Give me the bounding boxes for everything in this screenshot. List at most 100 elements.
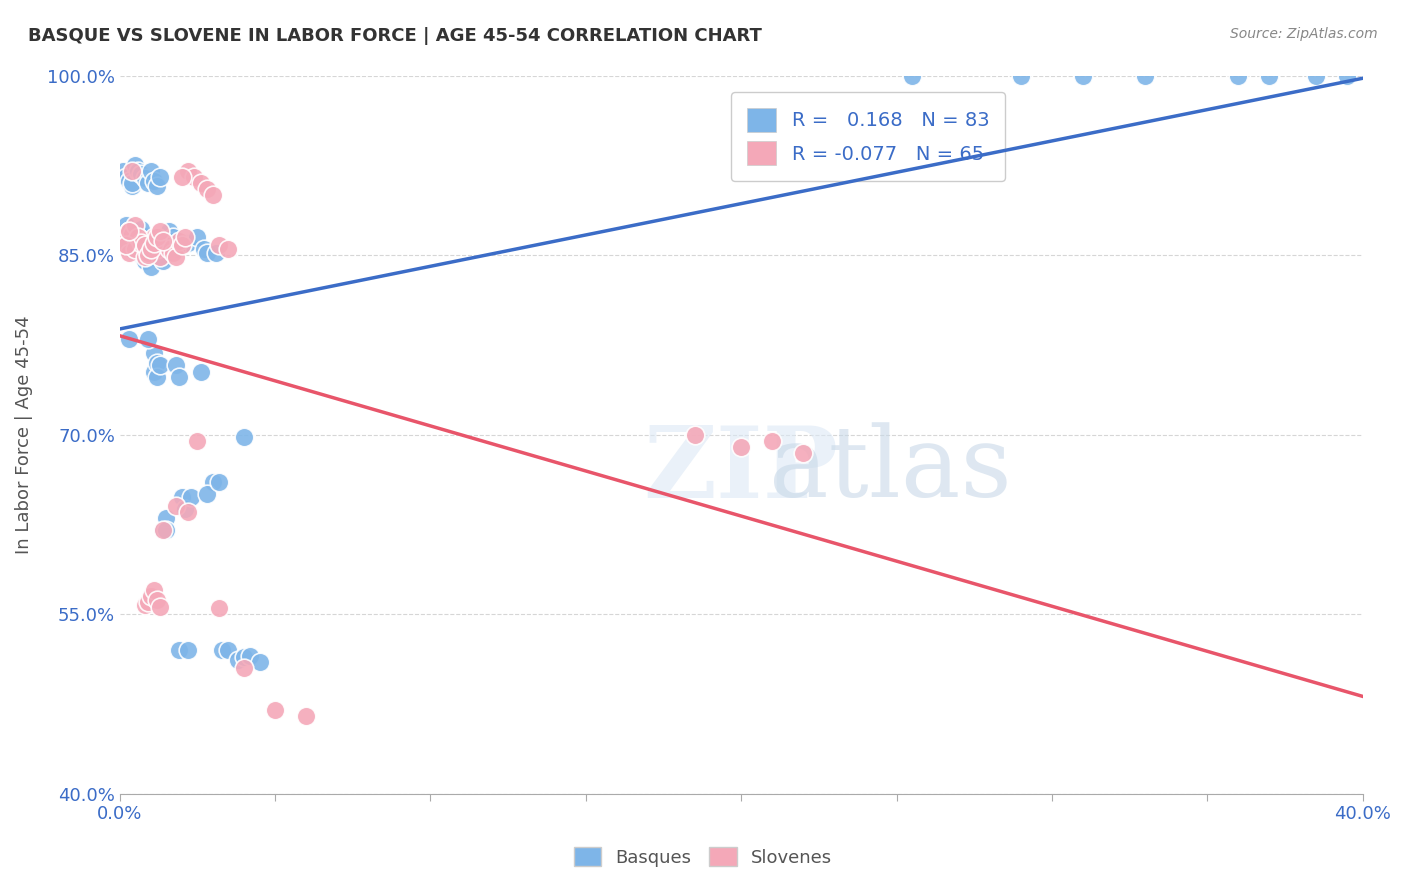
Point	[249, 655, 271, 669]
Point	[118, 224, 141, 238]
Point	[233, 430, 256, 444]
Point	[1258, 69, 1281, 83]
Point	[1071, 69, 1094, 83]
Point	[208, 475, 231, 490]
Point	[136, 176, 159, 190]
Point	[1010, 69, 1032, 83]
Point	[124, 224, 146, 238]
Point	[190, 365, 212, 379]
Point	[127, 164, 149, 178]
Point	[139, 260, 162, 274]
Point	[124, 238, 146, 252]
Point	[127, 230, 149, 244]
Point	[118, 236, 141, 251]
Point	[134, 251, 156, 265]
Point	[165, 500, 187, 514]
Point	[142, 365, 165, 379]
Point	[121, 178, 143, 193]
Point	[142, 230, 165, 244]
Point	[761, 434, 783, 448]
Point	[159, 224, 181, 238]
Point	[139, 242, 162, 256]
Point	[152, 524, 174, 538]
Point	[149, 248, 172, 262]
Point	[264, 703, 287, 717]
Point	[146, 370, 169, 384]
Point	[162, 230, 184, 244]
Point	[155, 511, 177, 525]
Point	[177, 236, 200, 251]
Point	[142, 174, 165, 188]
Point	[124, 218, 146, 232]
Text: atlas: atlas	[769, 423, 1012, 518]
Point	[155, 524, 177, 538]
Point	[295, 709, 318, 723]
Point	[152, 234, 174, 248]
Point	[118, 224, 141, 238]
Legend: Basques, Slovenes: Basques, Slovenes	[567, 840, 839, 874]
Point	[115, 238, 138, 252]
Point	[124, 242, 146, 256]
Point	[186, 230, 208, 244]
Point	[1133, 69, 1156, 83]
Point	[1305, 69, 1327, 83]
Point	[127, 230, 149, 244]
Point	[131, 248, 153, 262]
Point	[136, 248, 159, 262]
Point	[136, 595, 159, 609]
Point	[142, 346, 165, 360]
Point	[165, 242, 187, 256]
Point	[218, 242, 240, 256]
Point	[115, 170, 138, 185]
Point	[111, 234, 134, 248]
Point	[131, 227, 153, 241]
Point	[146, 356, 169, 370]
Point	[121, 227, 143, 241]
Point	[111, 164, 134, 178]
Point	[131, 167, 153, 181]
Point	[124, 232, 146, 246]
Point	[233, 661, 256, 675]
Point	[121, 176, 143, 190]
Point	[118, 230, 141, 244]
Point	[146, 230, 169, 244]
Point	[149, 599, 172, 614]
Point	[195, 487, 218, 501]
Point	[149, 224, 172, 238]
Point	[208, 238, 231, 252]
Point	[201, 188, 224, 202]
Point	[134, 234, 156, 248]
Point	[118, 224, 141, 238]
Point	[146, 178, 169, 193]
Point	[792, 445, 814, 459]
Point	[239, 648, 262, 663]
Point	[142, 583, 165, 598]
Point	[177, 505, 200, 519]
Point	[233, 650, 256, 665]
Point	[124, 158, 146, 172]
Point	[139, 248, 162, 262]
Point	[134, 238, 156, 252]
Point	[195, 245, 218, 260]
Point	[118, 245, 141, 260]
Text: Source: ZipAtlas.com: Source: ZipAtlas.com	[1230, 27, 1378, 41]
Y-axis label: In Labor Force | Age 45-54: In Labor Force | Age 45-54	[15, 315, 32, 554]
Point	[152, 524, 174, 538]
Point	[115, 238, 138, 252]
Point	[146, 242, 169, 256]
Point	[139, 238, 162, 252]
Point	[901, 69, 924, 83]
Point	[152, 234, 174, 248]
Point	[730, 440, 752, 454]
Text: ZIP: ZIP	[644, 422, 838, 519]
Point	[165, 251, 187, 265]
Point	[131, 221, 153, 235]
Point	[170, 170, 193, 185]
Point	[149, 170, 172, 185]
Point	[167, 370, 190, 384]
Point	[127, 242, 149, 256]
Point	[170, 238, 193, 252]
Point	[118, 174, 141, 188]
Point	[142, 236, 165, 251]
Point	[139, 164, 162, 178]
